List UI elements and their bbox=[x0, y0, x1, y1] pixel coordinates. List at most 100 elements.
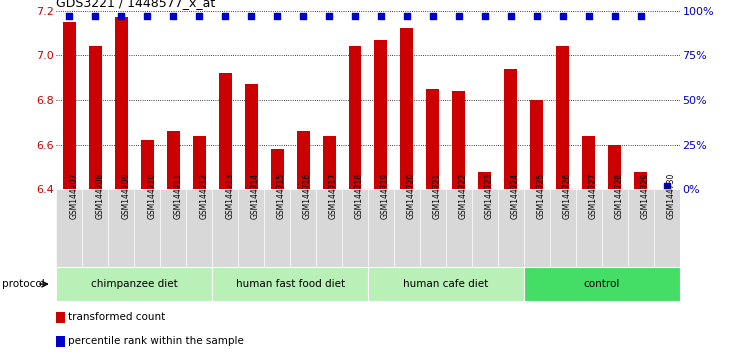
Bar bbox=[400, 29, 414, 189]
Point bbox=[427, 13, 439, 19]
Text: GSM144722: GSM144722 bbox=[459, 172, 468, 219]
Bar bbox=[219, 73, 231, 189]
Text: GSM144713: GSM144713 bbox=[225, 172, 234, 219]
Bar bbox=[505, 69, 517, 189]
Bar bbox=[290, 189, 316, 267]
Bar bbox=[472, 189, 498, 267]
Text: GSM144717: GSM144717 bbox=[329, 172, 338, 219]
Bar bbox=[115, 17, 128, 189]
Bar bbox=[316, 189, 342, 267]
Bar bbox=[238, 189, 264, 267]
Point bbox=[375, 13, 387, 19]
Point bbox=[245, 13, 257, 19]
Text: protocol: protocol bbox=[2, 279, 45, 289]
Bar bbox=[186, 189, 212, 267]
Text: chimpanzee diet: chimpanzee diet bbox=[91, 279, 178, 289]
Point bbox=[323, 13, 335, 19]
Point bbox=[89, 13, 101, 19]
Point bbox=[349, 13, 361, 19]
Text: GSM144727: GSM144727 bbox=[589, 172, 598, 219]
Point bbox=[635, 13, 647, 19]
Bar bbox=[193, 136, 206, 189]
Bar bbox=[602, 189, 628, 267]
Text: GSM144723: GSM144723 bbox=[485, 172, 494, 219]
Point bbox=[115, 13, 127, 19]
Bar bbox=[576, 189, 602, 267]
Bar bbox=[368, 189, 394, 267]
Bar bbox=[134, 189, 160, 267]
Bar bbox=[524, 189, 550, 267]
Bar bbox=[160, 189, 186, 267]
Bar bbox=[63, 22, 76, 189]
Point bbox=[193, 13, 205, 19]
Point bbox=[167, 13, 179, 19]
Text: GSM144721: GSM144721 bbox=[433, 172, 442, 219]
Bar bbox=[212, 267, 368, 301]
Bar bbox=[452, 91, 466, 189]
Text: GSM144719: GSM144719 bbox=[381, 172, 390, 219]
Text: GSM144718: GSM144718 bbox=[355, 172, 364, 219]
Bar bbox=[89, 46, 102, 189]
Bar bbox=[108, 189, 134, 267]
Bar bbox=[270, 149, 284, 189]
Bar bbox=[56, 312, 65, 323]
Text: control: control bbox=[584, 279, 620, 289]
Bar bbox=[83, 189, 108, 267]
Bar bbox=[297, 131, 309, 189]
Text: GSM144707: GSM144707 bbox=[69, 172, 78, 219]
Bar bbox=[322, 136, 336, 189]
Text: human fast food diet: human fast food diet bbox=[236, 279, 345, 289]
Bar bbox=[550, 189, 576, 267]
Point bbox=[583, 13, 595, 19]
Bar bbox=[653, 189, 680, 267]
Point bbox=[661, 183, 673, 189]
Bar bbox=[582, 136, 596, 189]
Bar bbox=[212, 189, 238, 267]
Text: GSM144720: GSM144720 bbox=[407, 172, 416, 219]
Bar bbox=[608, 145, 621, 189]
Text: GSM144715: GSM144715 bbox=[277, 172, 286, 219]
Text: GSM144730: GSM144730 bbox=[667, 172, 676, 219]
Point bbox=[401, 13, 413, 19]
Bar bbox=[427, 89, 439, 189]
Text: GSM144724: GSM144724 bbox=[511, 172, 520, 219]
Point bbox=[141, 13, 153, 19]
Text: GSM144729: GSM144729 bbox=[641, 172, 650, 219]
Bar bbox=[498, 189, 524, 267]
Point bbox=[609, 13, 621, 19]
Text: GSM144711: GSM144711 bbox=[173, 172, 182, 219]
Point bbox=[453, 13, 465, 19]
Text: GSM144726: GSM144726 bbox=[562, 172, 572, 219]
Bar bbox=[348, 46, 361, 189]
Point bbox=[531, 13, 543, 19]
Bar bbox=[56, 267, 212, 301]
Point bbox=[297, 13, 309, 19]
Bar bbox=[375, 40, 388, 189]
Bar bbox=[420, 189, 446, 267]
Text: percentile rank within the sample: percentile rank within the sample bbox=[68, 336, 244, 346]
Text: GDS3221 / 1448577_x_at: GDS3221 / 1448577_x_at bbox=[56, 0, 216, 10]
Text: GSM144716: GSM144716 bbox=[303, 172, 312, 219]
Point bbox=[479, 13, 491, 19]
Bar bbox=[628, 189, 653, 267]
Text: human cafe diet: human cafe diet bbox=[403, 279, 489, 289]
Point bbox=[219, 13, 231, 19]
Text: GSM144708: GSM144708 bbox=[95, 172, 104, 219]
Text: transformed count: transformed count bbox=[68, 312, 165, 322]
Bar bbox=[368, 267, 524, 301]
Point bbox=[63, 13, 75, 19]
Bar bbox=[478, 172, 491, 189]
Bar bbox=[167, 131, 179, 189]
Bar bbox=[530, 100, 543, 189]
Text: GSM144725: GSM144725 bbox=[537, 172, 546, 219]
Text: GSM144728: GSM144728 bbox=[615, 172, 624, 219]
Bar bbox=[556, 46, 569, 189]
Bar bbox=[56, 336, 65, 347]
Text: GSM144710: GSM144710 bbox=[147, 172, 156, 219]
Bar bbox=[245, 84, 258, 189]
Text: GSM144712: GSM144712 bbox=[199, 172, 208, 219]
Bar bbox=[140, 140, 154, 189]
Point bbox=[271, 13, 283, 19]
Bar bbox=[264, 189, 290, 267]
Bar bbox=[524, 267, 680, 301]
